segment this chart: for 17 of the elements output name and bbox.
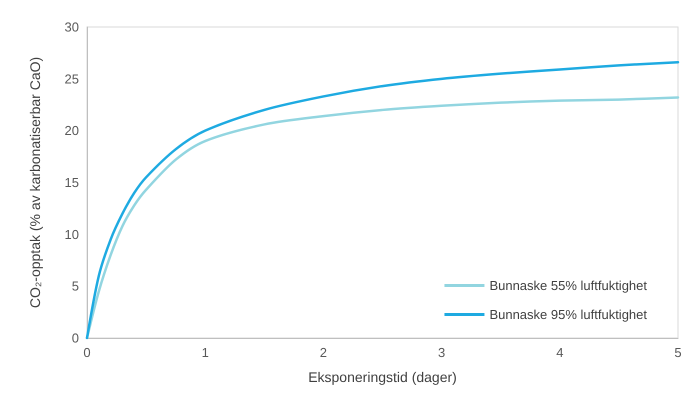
x-tick-label: 3	[438, 345, 446, 360]
y-tick-label: 0	[72, 330, 79, 346]
legend-label: Bunnaske 55% luftfuktighet	[489, 278, 648, 293]
y-tick-label: 20	[64, 123, 79, 138]
y-tick-label: 5	[72, 278, 79, 294]
x-axis-title: Eksponeringstid (dager)	[308, 369, 457, 385]
x-tick-label: 0	[83, 345, 91, 360]
legend-label: Bunnaske 95% luftfuktighet	[489, 307, 648, 322]
y-tick-label: 30	[64, 20, 79, 34]
y-tick-label: 10	[64, 226, 79, 242]
x-tick-label: 5	[674, 345, 682, 360]
y-tick-label: 15	[64, 175, 79, 190]
y-axis-title: CO₂-opptak (% av karbonatiserbar CaO)	[27, 56, 43, 308]
y-tick-label: 25	[64, 71, 79, 86]
x-tick-label: 2	[320, 345, 328, 360]
x-tick-label: 1	[202, 345, 209, 360]
x-tick-label: 4	[556, 345, 564, 360]
